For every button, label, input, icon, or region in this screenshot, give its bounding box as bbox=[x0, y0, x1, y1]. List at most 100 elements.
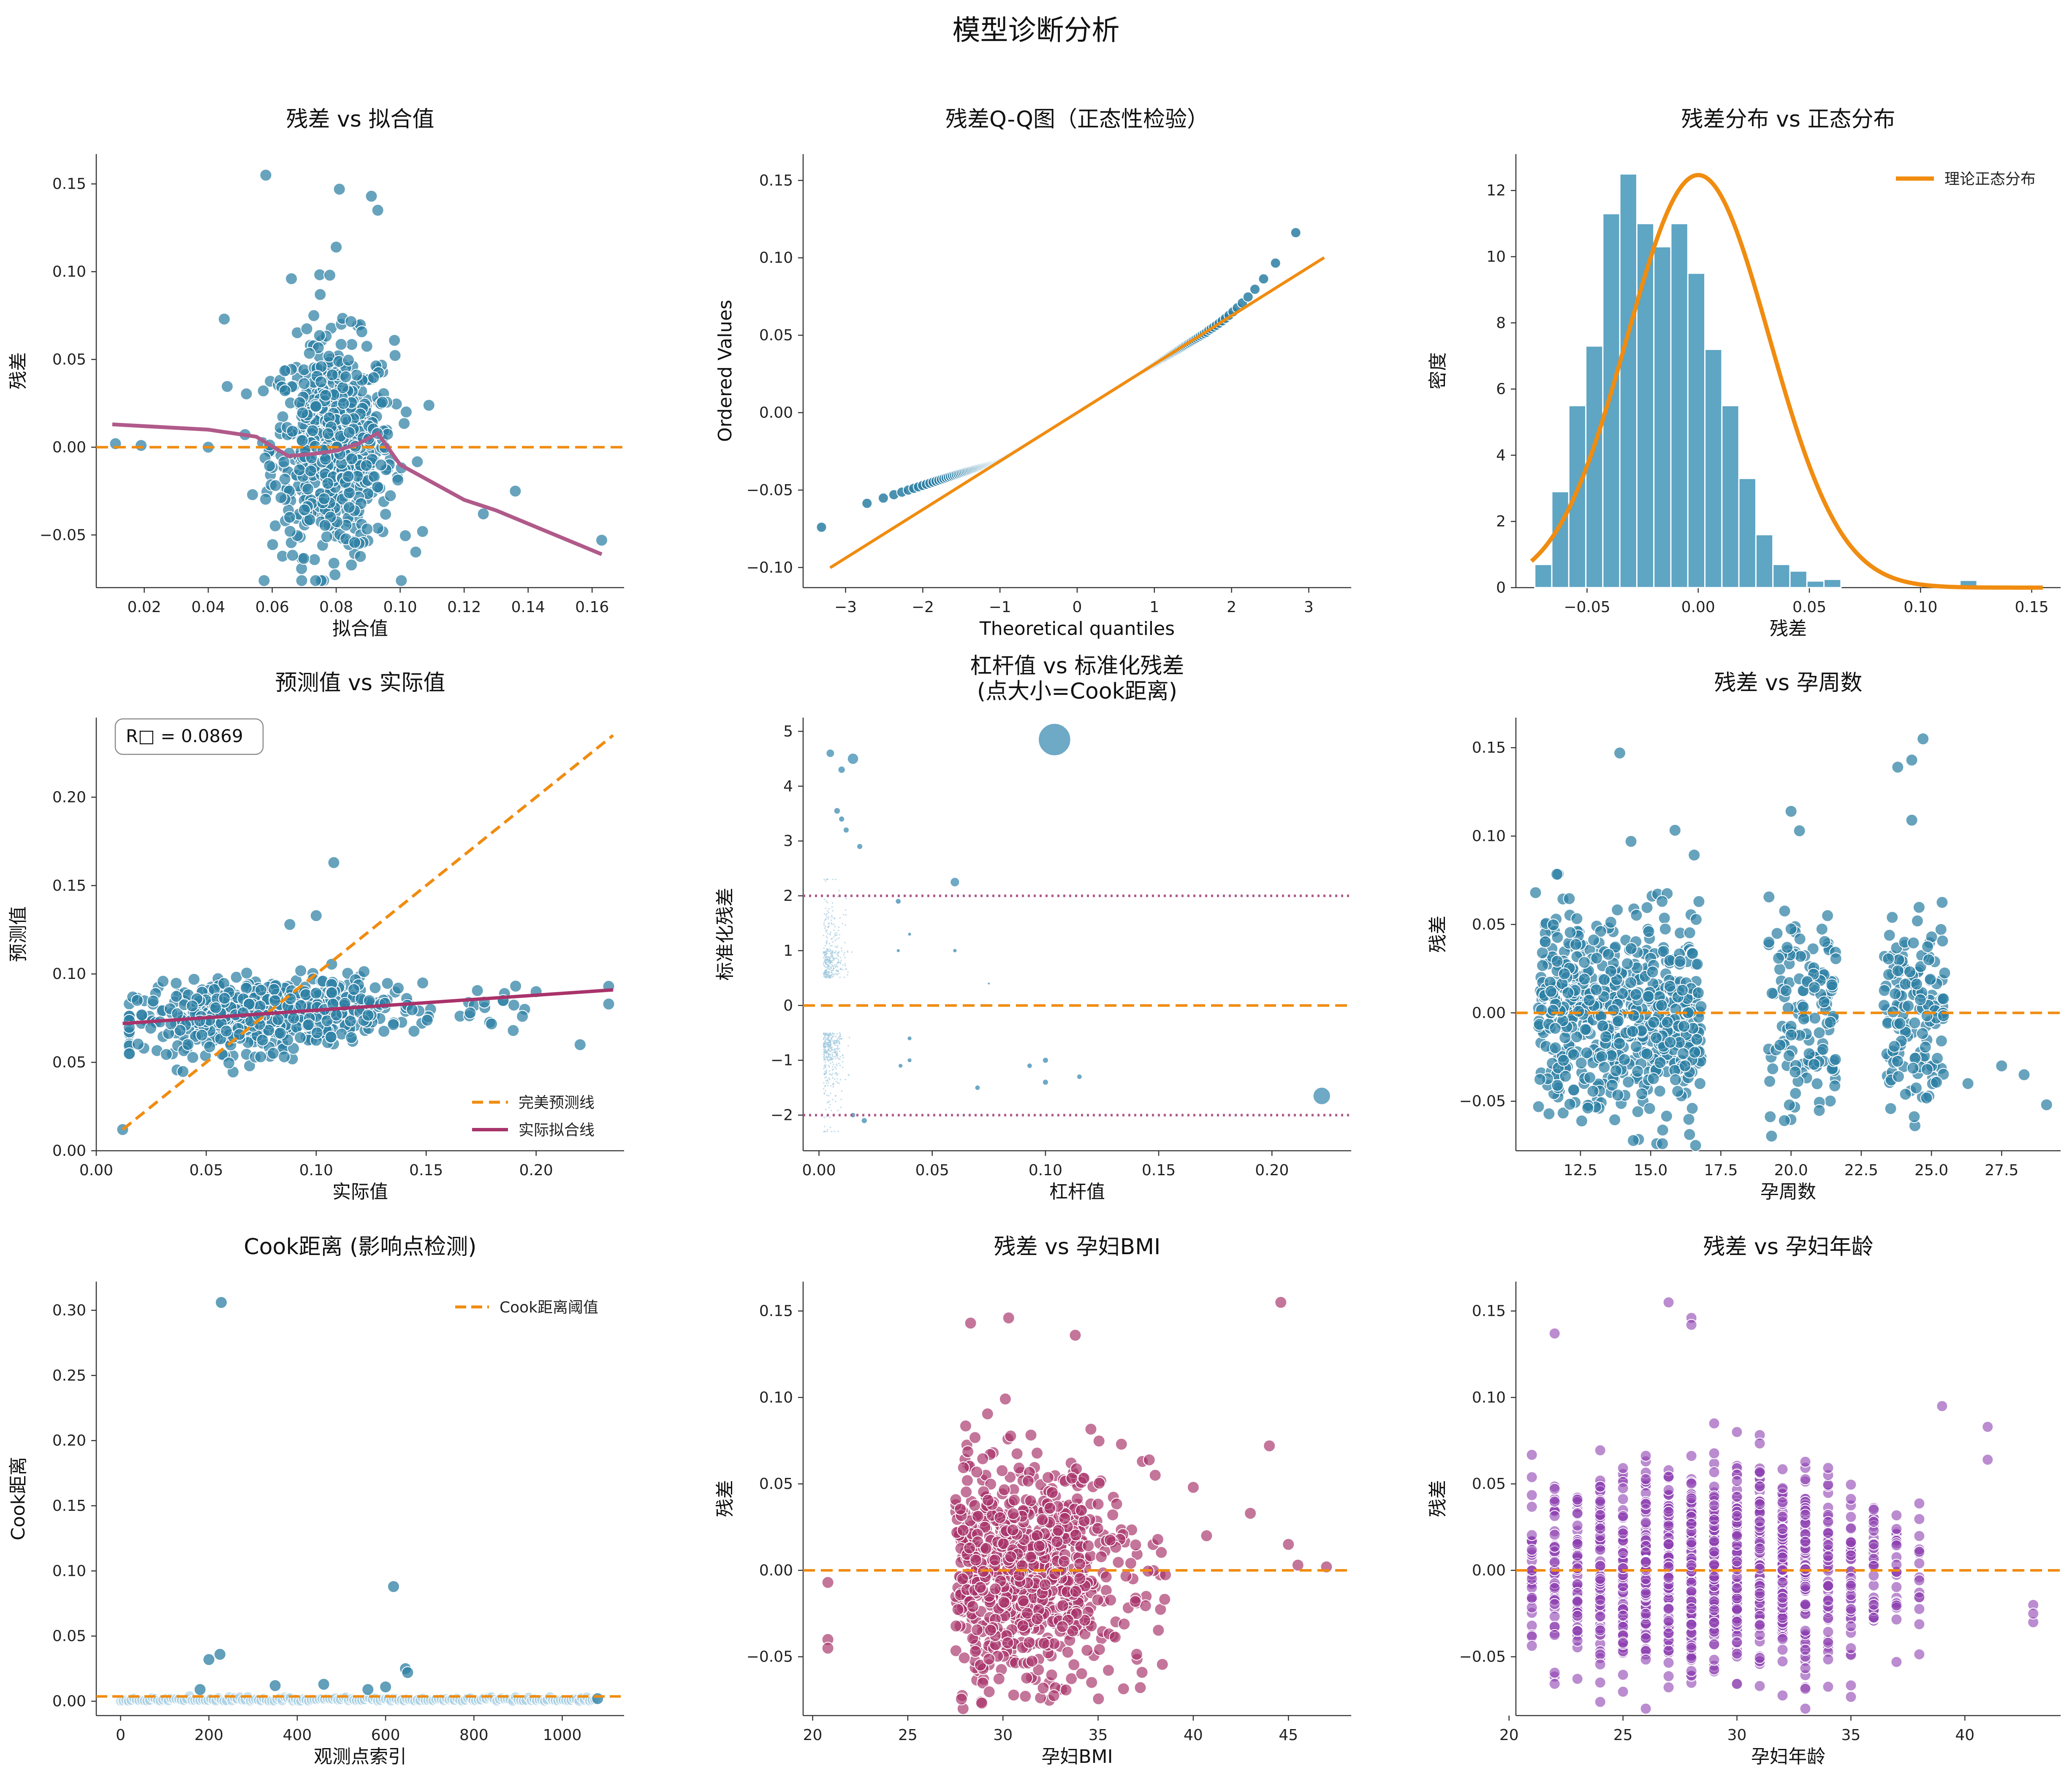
data-point bbox=[345, 315, 358, 328]
data-point bbox=[1548, 1496, 1561, 1508]
data-point bbox=[832, 941, 834, 943]
x-tick-label: 40 bbox=[1955, 1727, 1974, 1744]
data-point bbox=[845, 1079, 847, 1080]
cook-peak bbox=[269, 1679, 282, 1692]
data-point bbox=[842, 923, 843, 924]
data-point bbox=[834, 925, 836, 927]
influence-point bbox=[950, 877, 960, 887]
data-point bbox=[135, 439, 148, 452]
data-point bbox=[1594, 1696, 1606, 1708]
data-point bbox=[825, 1109, 827, 1110]
data-point bbox=[988, 1553, 1002, 1567]
data-point bbox=[830, 1037, 832, 1039]
data-point bbox=[836, 974, 838, 976]
data-point bbox=[839, 1079, 842, 1081]
data-point bbox=[824, 1071, 826, 1073]
data-point bbox=[847, 971, 849, 973]
data-point bbox=[1559, 1031, 1572, 1044]
data-point bbox=[844, 963, 846, 965]
influence-point bbox=[826, 748, 835, 758]
data-point bbox=[834, 965, 836, 968]
panel-title: 残差 vs 孕周数 bbox=[1714, 670, 1863, 696]
data-point bbox=[1244, 1507, 1257, 1520]
y-tick-label: 0.30 bbox=[52, 1302, 86, 1319]
data-point bbox=[826, 929, 828, 931]
data-point bbox=[283, 525, 296, 538]
data-point bbox=[1646, 965, 1659, 979]
data-point bbox=[828, 971, 830, 973]
data-point bbox=[1640, 901, 1654, 914]
data-point bbox=[829, 969, 831, 970]
cook-peak bbox=[379, 1681, 392, 1694]
data-point bbox=[834, 1130, 836, 1133]
data-point bbox=[832, 1077, 834, 1079]
data-point bbox=[823, 962, 825, 964]
data-point bbox=[1594, 1676, 1606, 1689]
data-point bbox=[416, 525, 429, 538]
y-tick-label: 0.15 bbox=[759, 172, 793, 189]
y-tick-label: 0.05 bbox=[759, 327, 793, 344]
data-point bbox=[831, 1052, 833, 1054]
data-point bbox=[1004, 1550, 1017, 1563]
data-point bbox=[839, 957, 841, 958]
perfect-prediction-line bbox=[122, 734, 614, 1131]
data-point bbox=[1908, 1017, 1921, 1030]
data-point bbox=[963, 1542, 976, 1555]
data-point bbox=[836, 953, 838, 955]
data-point bbox=[984, 1624, 997, 1637]
y-tick-label: 0.00 bbox=[52, 439, 86, 456]
data-point bbox=[1613, 1037, 1626, 1050]
data-point bbox=[1135, 1666, 1149, 1679]
data-point bbox=[1772, 951, 1785, 965]
data-point bbox=[826, 1082, 828, 1084]
data-point bbox=[1526, 1544, 1538, 1556]
x-tick-label: 2 bbox=[1227, 599, 1236, 616]
data-point bbox=[377, 1025, 391, 1038]
data-point bbox=[220, 1025, 233, 1038]
x-tick-label: 20 bbox=[803, 1727, 823, 1744]
data-point bbox=[836, 970, 838, 972]
data-point bbox=[825, 1066, 826, 1068]
data-point bbox=[838, 1063, 840, 1064]
data-point bbox=[828, 908, 830, 910]
data-point bbox=[337, 397, 350, 410]
legend-label: Cook距离阈值 bbox=[500, 1299, 598, 1316]
data-point bbox=[829, 1033, 831, 1035]
data-point bbox=[1608, 1113, 1621, 1126]
y-tick-label: 0 bbox=[1496, 579, 1506, 596]
data-point bbox=[971, 1623, 984, 1636]
data-point bbox=[1683, 1128, 1696, 1141]
data-point bbox=[1010, 1447, 1024, 1460]
data-point bbox=[1886, 911, 1899, 924]
data-point bbox=[841, 950, 843, 952]
figure-title: 模型诊断分析 bbox=[952, 14, 1120, 46]
data-point bbox=[1828, 1079, 1841, 1092]
data-point bbox=[187, 973, 201, 986]
data-point bbox=[1808, 981, 1821, 994]
data-point bbox=[1677, 1020, 1690, 1033]
data-point bbox=[828, 1073, 830, 1075]
data-point bbox=[834, 1049, 836, 1052]
data-point bbox=[826, 1059, 828, 1061]
data-point bbox=[838, 926, 840, 928]
data-point bbox=[1526, 1449, 1538, 1461]
data-point bbox=[1686, 947, 1699, 960]
x-tick-label: 0.10 bbox=[383, 599, 417, 616]
data-point bbox=[1548, 1529, 1561, 1541]
influence-point bbox=[1076, 1073, 1083, 1080]
data-point bbox=[827, 1084, 829, 1087]
data-point bbox=[1661, 1016, 1674, 1029]
data-point bbox=[298, 503, 311, 516]
data-point bbox=[992, 1673, 1005, 1686]
data-point bbox=[1689, 913, 1703, 926]
data-point bbox=[1899, 978, 1912, 991]
data-point bbox=[354, 550, 367, 563]
data-point bbox=[182, 1038, 195, 1051]
data-point bbox=[1602, 948, 1615, 961]
data-point bbox=[831, 1049, 833, 1050]
data-point bbox=[823, 1046, 825, 1047]
data-point bbox=[831, 972, 833, 973]
panel-title: Cook距离 (影响点检测) bbox=[244, 1234, 476, 1260]
x-tick-label: 45 bbox=[1279, 1727, 1298, 1744]
